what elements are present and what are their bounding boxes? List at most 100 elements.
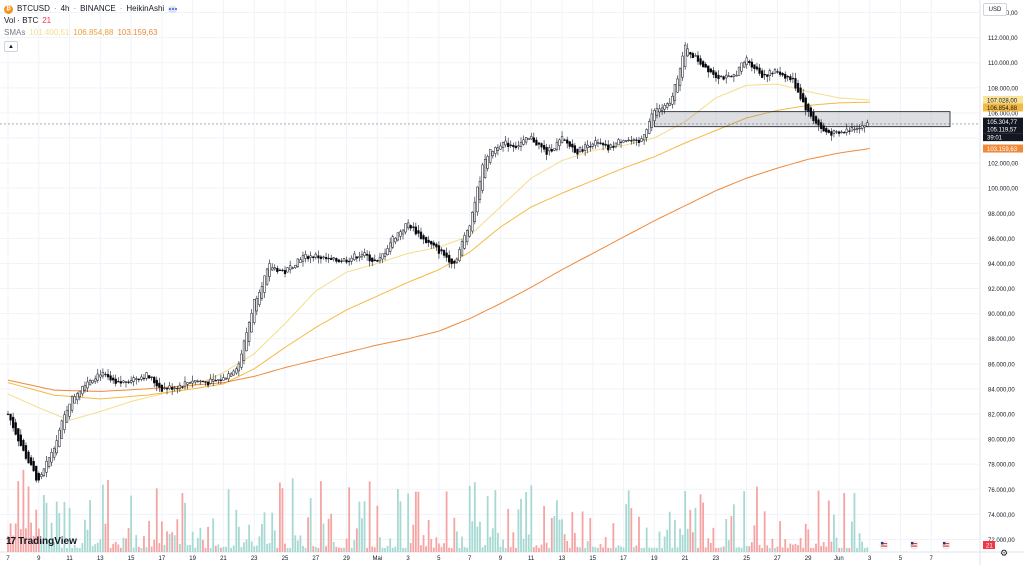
volume-bar [335,546,338,552]
candle-body [281,269,284,272]
candle-body [312,256,315,259]
candle-body [78,390,81,398]
volume-bar [792,544,794,552]
volume-bar [835,537,838,552]
volume-bar [384,548,386,552]
price-label-sma_mid: 106.854,88 [987,106,1018,112]
volume-bar [763,511,766,552]
settings-gear-icon[interactable]: ⚙ [1000,548,1009,558]
volume-bar [494,490,497,552]
volume-bar [445,491,448,552]
candle-body [571,143,574,148]
candle-body [140,376,143,380]
volume-bar [140,547,143,552]
volume-bar [368,481,371,552]
candle-body [840,131,843,134]
sma-legend-row[interactable]: SMAs 101.400,51 106.854,88 103.159,63 [4,27,177,39]
candle-body [286,267,289,273]
volume-bar [348,487,351,552]
volume-bar [289,547,292,552]
candle-body [45,460,48,473]
candle-body [50,452,53,463]
price-label-bg [983,96,1023,105]
time-tick-label: 29 [805,556,812,562]
candle-body [858,127,861,130]
time-tick-label: 15 [589,556,596,562]
candle-body [650,113,653,128]
candle-body [188,382,192,384]
time-tick-label: 27 [774,556,781,562]
chevron-up-icon: ▲ [8,43,14,50]
volume-bar [84,519,86,552]
candle-body [155,379,158,387]
time-axis[interactable]: 7 9 11 13 15 17 19 21 23 25 27 29 Mai 3 5 7 9 11 13 15 17 19 2… [6,556,933,562]
volume-bar [166,531,168,552]
tradingview-mark-icon: 17 [6,536,16,547]
collapse-legend-button[interactable]: ▲ [4,41,18,52]
candle-body [504,140,507,146]
candle-body [327,257,330,260]
candle-body [204,381,207,383]
volume-bar [66,547,68,552]
candle-body [753,64,756,70]
candle-body [332,257,335,260]
candle-body [612,145,615,148]
volume-bar [266,543,268,552]
candle-body [730,75,733,78]
symbol-row[interactable]: ₿ BTCUSD · 4h · BINANCE · HeikinAshi [4,3,178,15]
candle-body [837,131,841,134]
candle-body [17,428,20,442]
volume-bar [502,539,504,552]
volume-bar [63,501,66,552]
volume-bar [820,546,823,552]
candle-body [691,53,695,59]
price-axis[interactable]: 114.000,00112.000,00110.000,00108.000,00… [988,11,1019,544]
candle-body [42,468,46,476]
volume-bar [663,536,666,552]
candle-body [353,253,356,260]
candle-body [70,395,74,411]
candle-body [630,140,633,142]
candle-body [137,378,140,381]
volume-bar [443,543,445,552]
candle-body [168,385,171,389]
candle-body [29,457,33,466]
symbol-name[interactable]: BTCUSD [17,4,50,13]
volume-bar [638,516,640,552]
volume-bar [150,546,153,552]
volume-bar [422,535,425,552]
candle-body [365,253,369,256]
volume-bar [99,539,102,552]
candle-body [809,107,813,117]
volume-bar [853,492,856,552]
volume-bar [602,547,604,552]
resistance-zone[interactable] [0,111,980,128]
volume-bar [735,547,738,552]
volume-bar [781,547,784,552]
currency-selector[interactable]: USD [983,3,1007,16]
volume-bar [656,547,658,552]
candle-body [304,254,307,259]
volume-legend-row[interactable]: Vol · BTC 21 [4,15,177,27]
candle-body [604,143,607,146]
volume-bar [761,547,764,552]
tradingview-logo[interactable]: 17 TradingView [6,536,77,547]
candle-body [732,74,736,77]
interval[interactable]: 4h [60,4,70,13]
volume-bar [9,523,12,552]
price-tick-label: 94.000,00 [988,262,1015,268]
volume-bar [450,547,453,552]
candle-body [306,256,310,260]
volume-bar [358,501,361,552]
volume-bar [273,530,276,552]
volume-bar [255,545,258,552]
volume-bar [130,495,133,552]
us-flag-stripe [911,543,917,545]
time-tick-label: 21 [220,556,227,562]
more-icon[interactable] [168,5,178,13]
candle-body [473,201,476,222]
candle-body [106,373,110,378]
volume-bar [30,522,32,552]
